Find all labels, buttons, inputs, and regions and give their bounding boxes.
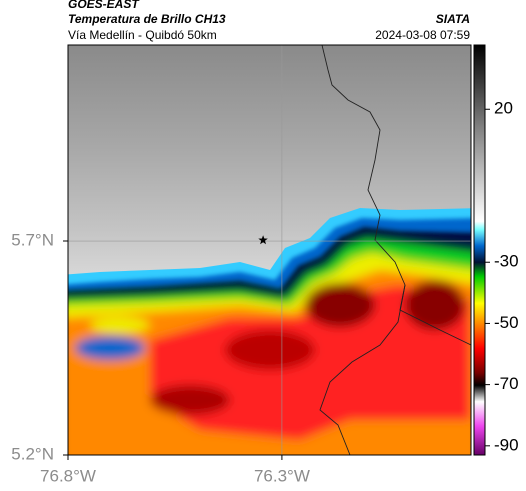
satellite-image: [68, 45, 471, 455]
colorbar: [473, 44, 486, 456]
title: GOES-EAST: [68, 0, 140, 11]
subtitle: Temperatura de Brillo CH13: [68, 12, 226, 26]
colorbar-tick-label: 20: [494, 99, 513, 118]
colorbar-tick-label: -70: [494, 374, 519, 393]
route: Vía Medellín - Quibdó 50km: [68, 28, 217, 42]
y-tick-label: 5.2°N: [11, 444, 54, 463]
y-tick-label: 5.7°N: [11, 230, 54, 249]
colorbar-tick-label: -50: [494, 313, 519, 332]
map-frame: [67, 44, 472, 456]
x-tick-label: 76.3°W: [254, 466, 310, 485]
x-tick-label: 76.8°W: [40, 466, 96, 485]
grid: [68, 45, 471, 455]
location-marker: [258, 235, 268, 245]
colorbar-tick-label: -30: [494, 252, 519, 271]
timestamp: 2024-03-08 07:59: [375, 28, 470, 42]
colorbar-tick-label: -90: [494, 435, 519, 454]
source: SIATA: [436, 12, 470, 26]
